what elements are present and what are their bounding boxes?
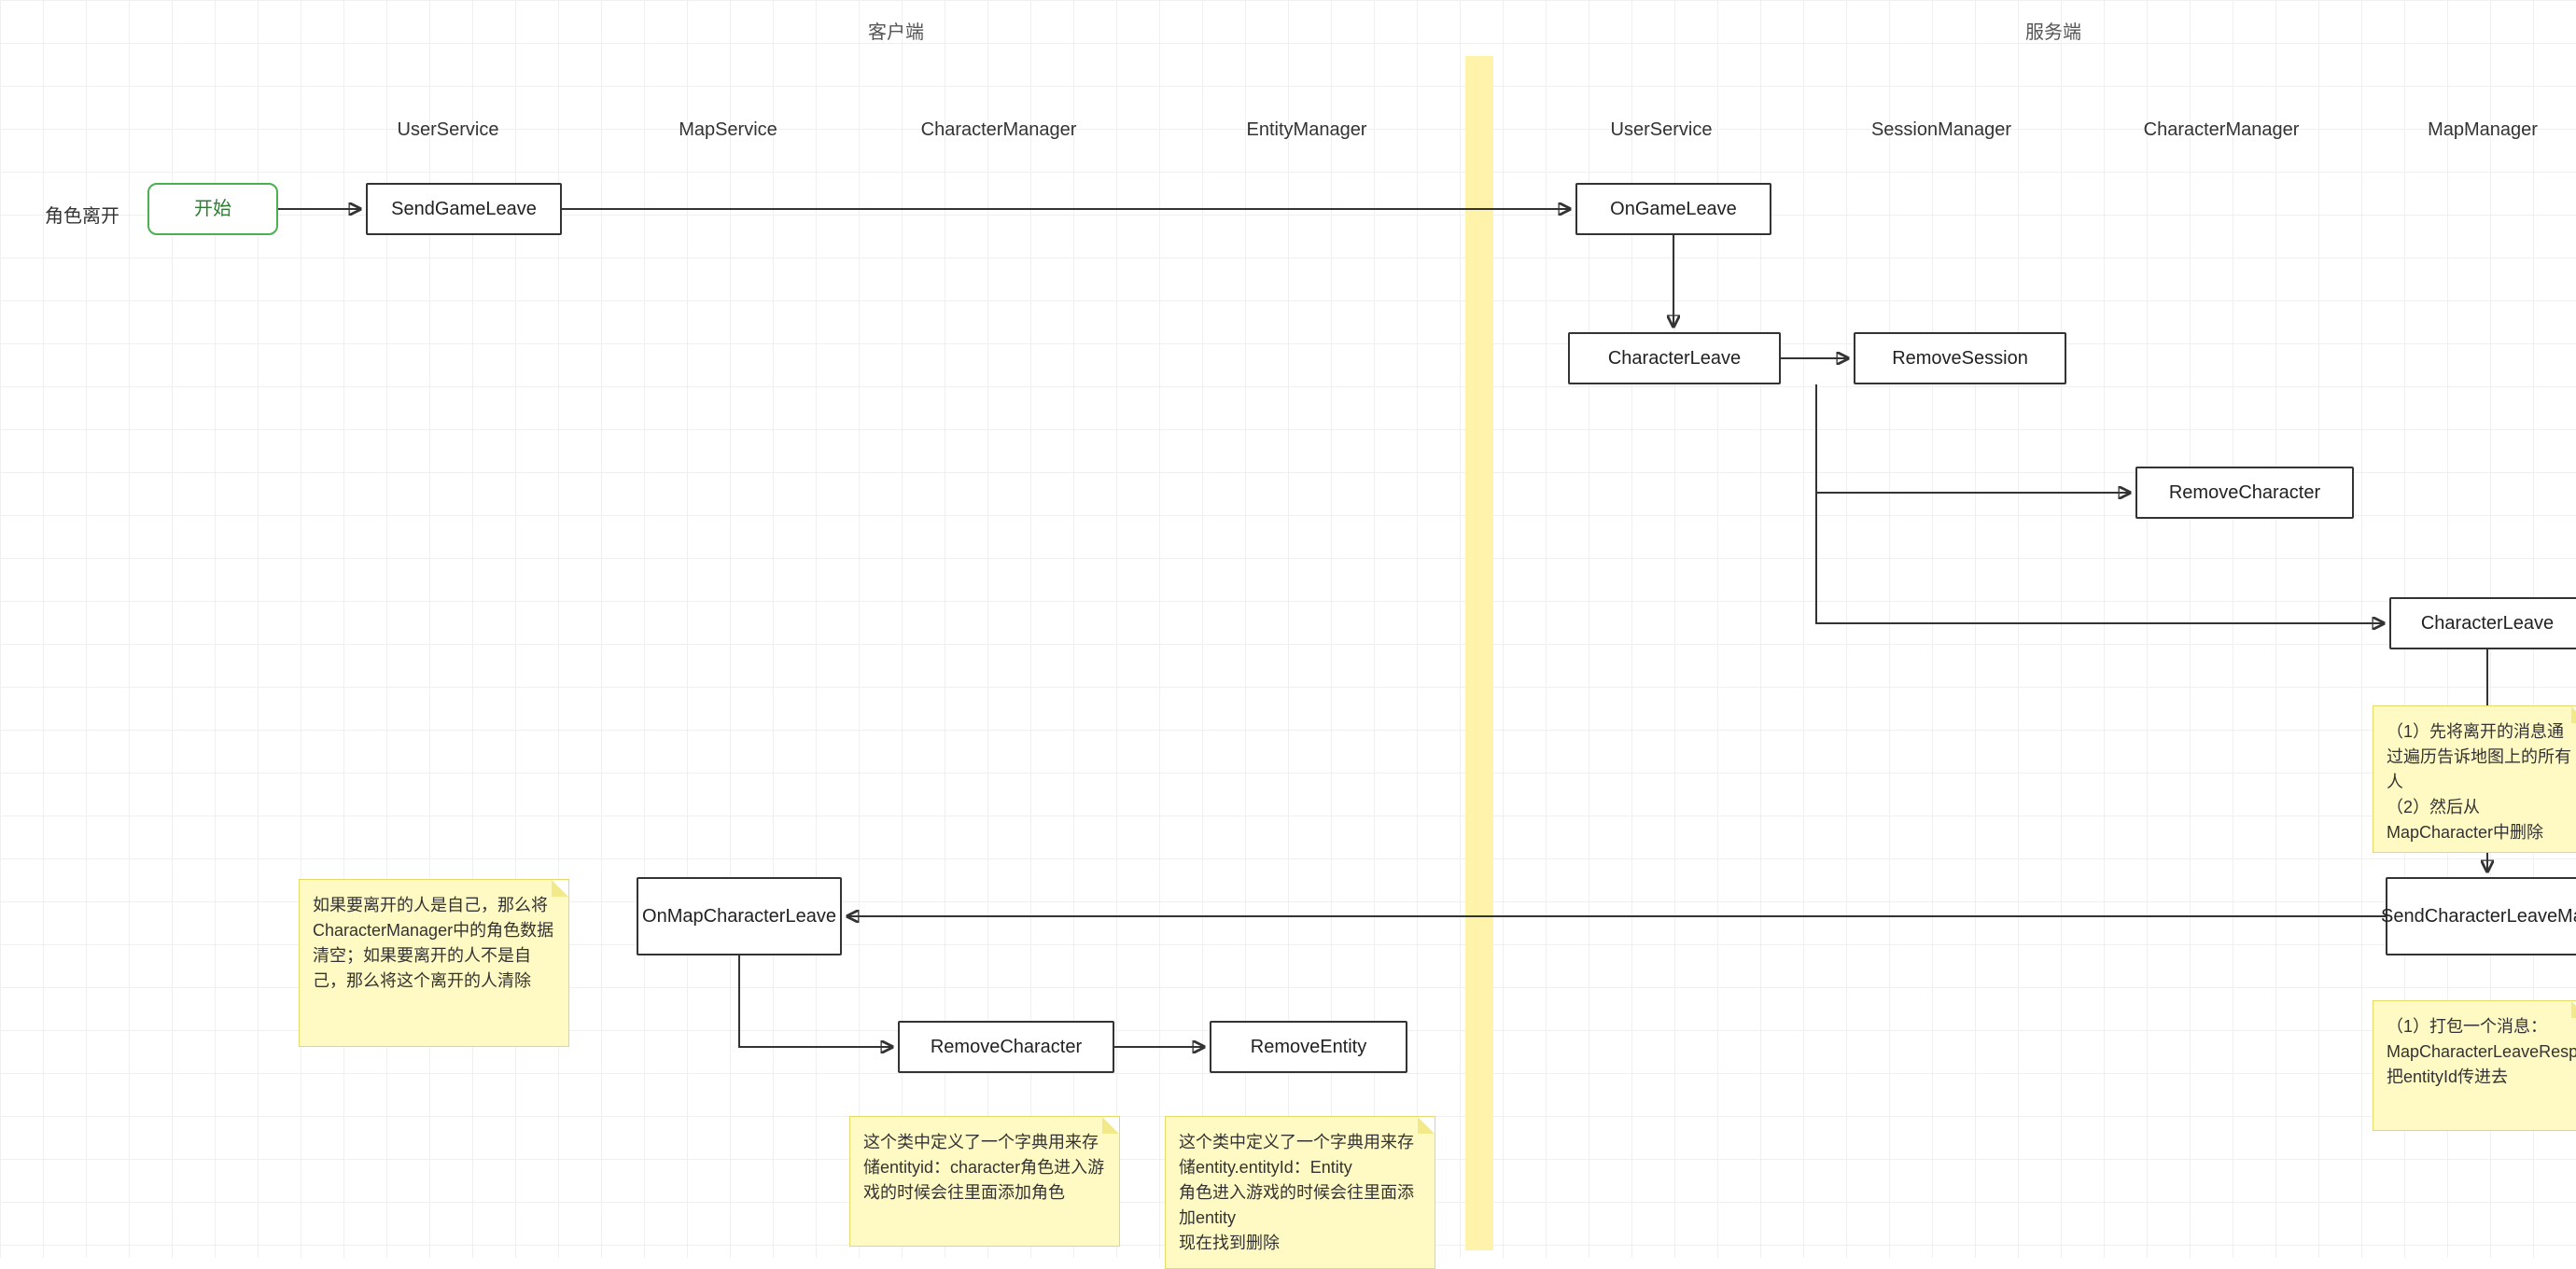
node-removecharacter-srv[interactable]: RemoveCharacter [2135,467,2354,519]
col-sessionmanager: SessionManager [1829,119,2053,141]
node-removeentity[interactable]: RemoveEntity [1210,1021,1407,1073]
header-server: 服务端 [2025,17,2081,44]
note-removeentity: 这个类中定义了一个字典用来存储entity.entityId：Entity 角色… [1165,1116,1435,1269]
client-server-divider [1465,56,1493,1250]
edge-charLeave1-removeChar2 [1816,384,2130,493]
node-sendgameleave[interactable]: SendGameLeave [366,183,562,235]
note-characterleave-steps: （1）先将离开的消息通过遍历告诉地图上的所有人 （2）然后从MapCharact… [2373,705,2576,853]
node-characterleave-1[interactable]: CharacterLeave [1568,332,1781,384]
col-userservice-server: UserService [1549,119,1773,141]
col-charactermanager-server: CharacterManager [2109,119,2333,141]
node-onmapcharacterleave[interactable]: OnMapCharacterLeave [637,877,842,955]
diagram-canvas: 客户端 服务端 UserService MapService Character… [0,0,2576,1258]
row-label: 角色离开 [45,201,119,228]
node-characterleave-2[interactable]: CharacterLeave [2389,597,2576,649]
edge-onMapCL-removeChar1 [739,955,892,1047]
node-removecharacter-cli[interactable]: RemoveCharacter [898,1021,1114,1073]
col-charactermanager-client: CharacterManager [887,119,1111,141]
note-sendcharacterleavemap: （1）打包一个消息：MapCharacterLeaveResponse，把ent… [2373,1000,2576,1131]
node-start[interactable]: 开始 [147,183,278,235]
col-userservice-client: UserService [336,119,560,141]
col-entitymanager: EntityManager [1195,119,1419,141]
col-mapservice: MapService [616,119,840,141]
header-client: 客户端 [868,17,924,44]
node-removesession[interactable]: RemoveSession [1854,332,2066,384]
node-ongameleave[interactable]: OnGameLeave [1575,183,1771,235]
note-onmapcharacterleave: 如果要离开的人是自己，那么将CharacterManager中的角色数据清空；如… [299,879,569,1047]
col-mapmanager: MapManager [2371,119,2576,141]
note-removecharacter: 这个类中定义了一个字典用来存储entityid：character角色进入游戏的… [849,1116,1120,1247]
node-sendcharacterleavemap[interactable]: SendCharacterLeaveMap [2386,877,2576,955]
